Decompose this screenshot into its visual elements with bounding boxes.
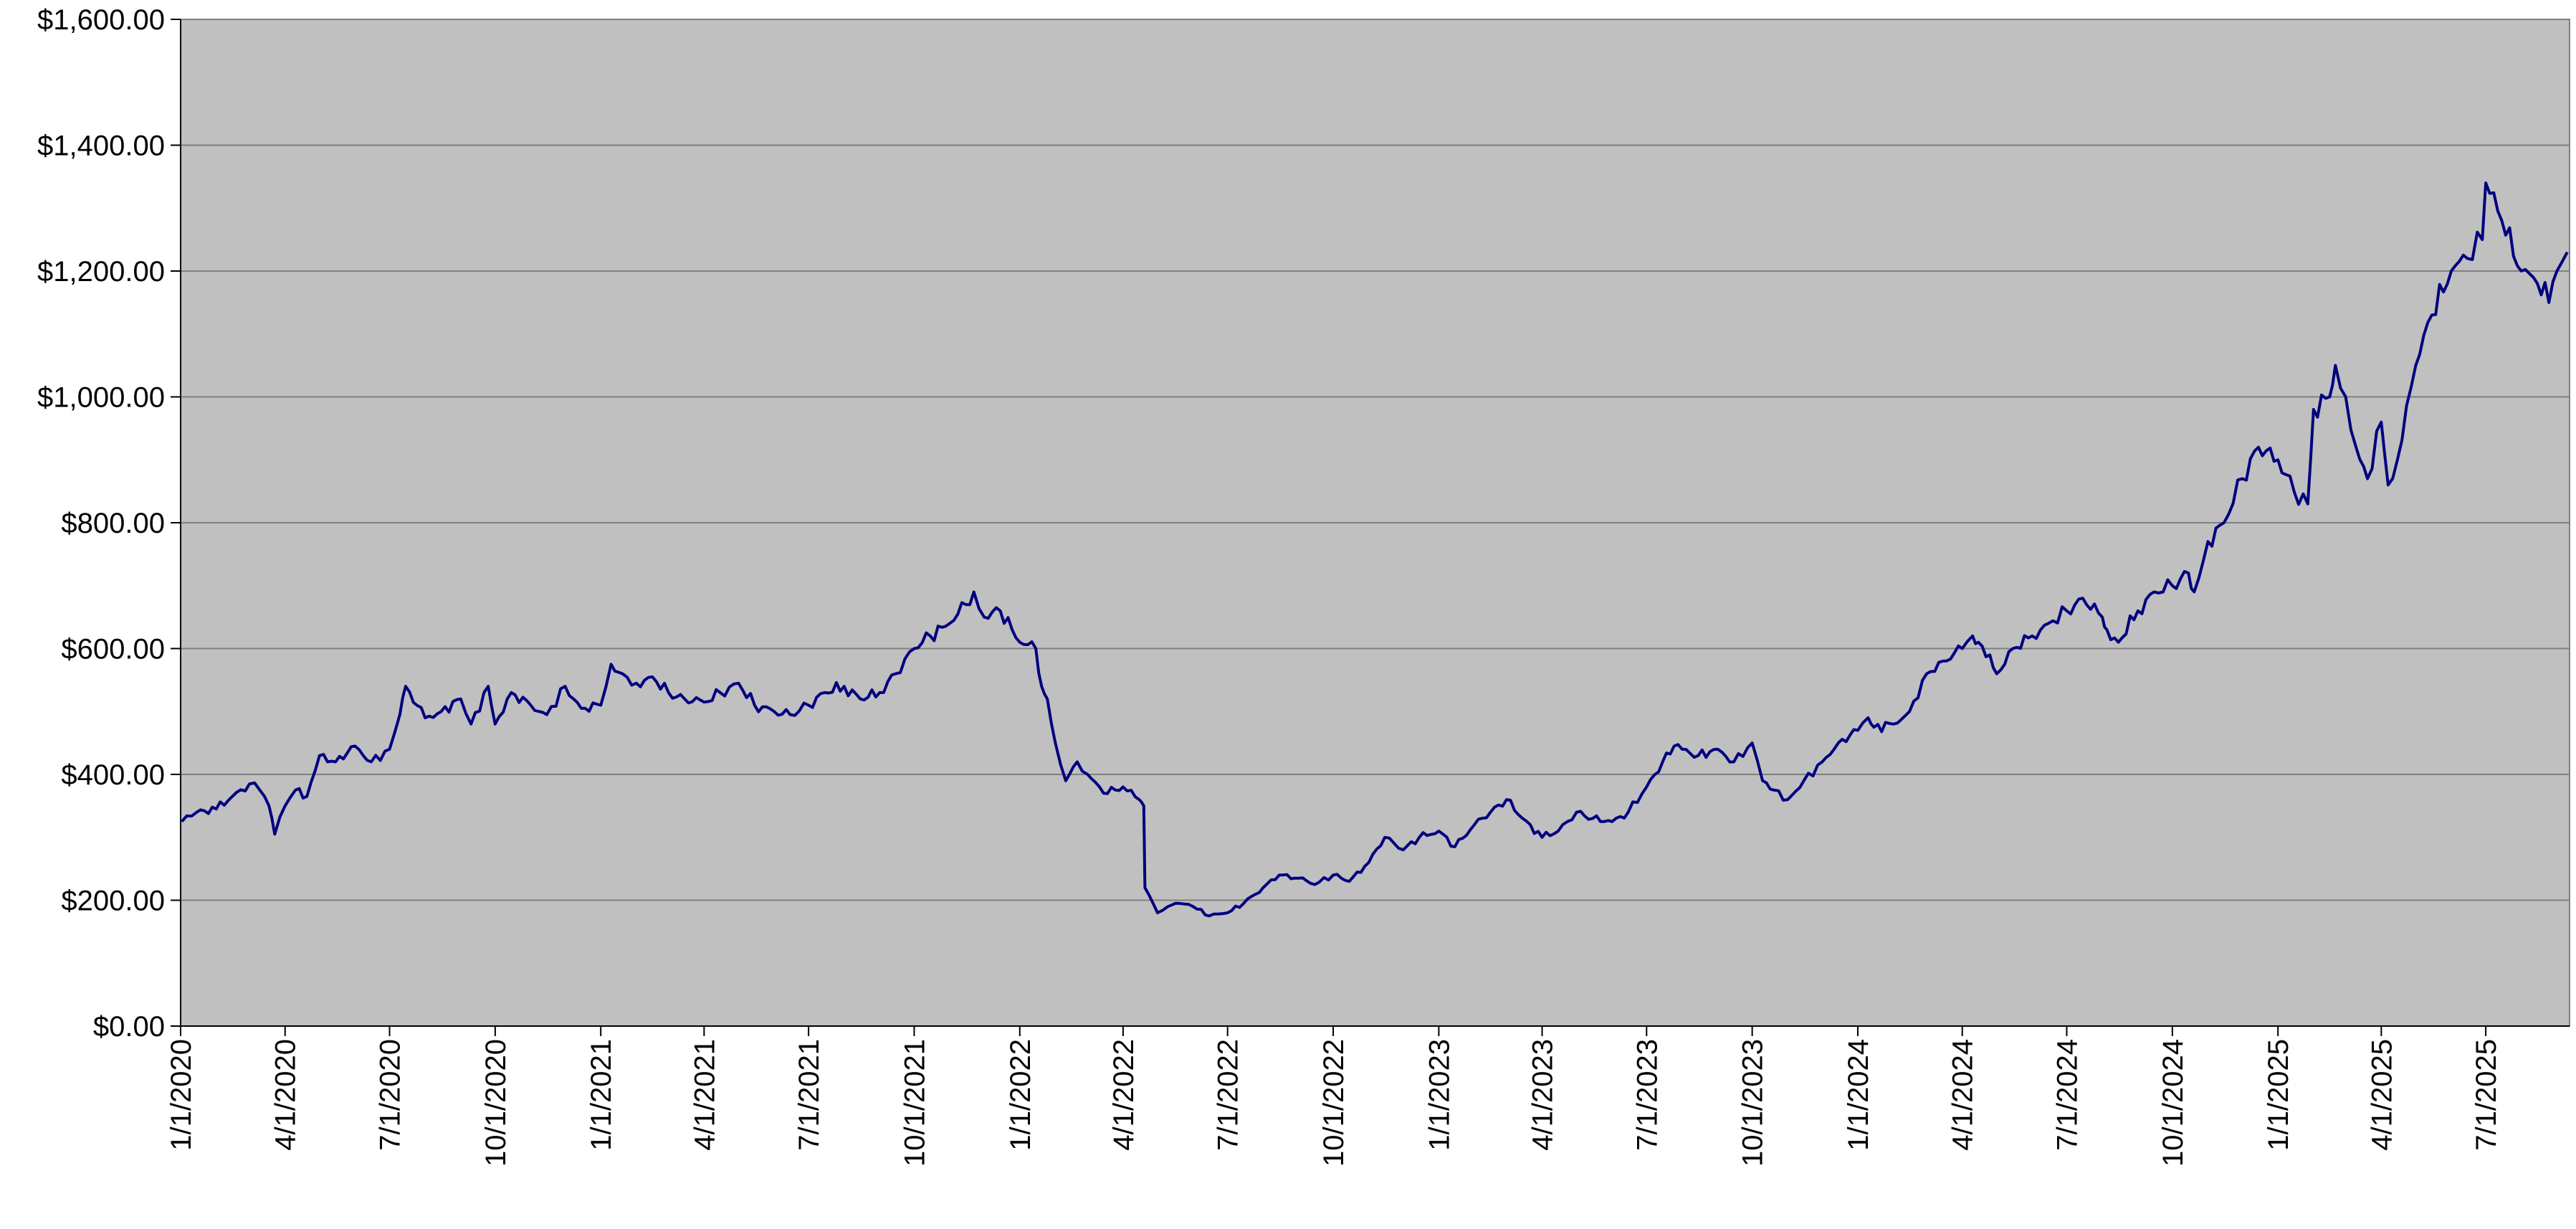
x-tick-label: 4/1/2024: [1947, 1039, 1979, 1151]
x-tick-label: 4/1/2025: [2366, 1039, 2398, 1151]
y-tick-label: $1,600.00: [37, 4, 165, 36]
x-tick-label: 7/1/2022: [1213, 1039, 1244, 1151]
x-tick-label: 10/1/2021: [899, 1039, 930, 1167]
y-axis-ticks: $0.00 $200.00 $400.00 $600.00 $800.00 $1,000.…: [37, 4, 181, 1043]
x-tick-label: 1/1/2023: [1423, 1039, 1455, 1151]
x-tick-label: 7/1/2020: [374, 1039, 406, 1151]
x-tick-label: 7/1/2025: [2471, 1039, 2502, 1151]
x-tick-label: 4/1/2023: [1527, 1039, 1559, 1151]
x-tick-label: 4/1/2022: [1108, 1039, 1140, 1151]
x-tick-label: 1/1/2021: [586, 1039, 617, 1151]
y-tick-label: $1,400.00: [37, 131, 165, 162]
x-tick-label: 1/1/2020: [166, 1039, 197, 1151]
x-tick-label: 7/1/2023: [1631, 1039, 1663, 1151]
x-tick-label: 4/1/2021: [689, 1039, 720, 1151]
y-tick-label: $600.00: [61, 634, 165, 665]
x-tick-label: 1/1/2025: [2263, 1039, 2294, 1151]
x-tick-label: 1/1/2024: [1843, 1039, 1874, 1151]
x-tick-label: 10/1/2023: [1737, 1039, 1769, 1167]
x-tick-label: 1/1/2022: [1005, 1039, 1036, 1151]
y-tick-label: $1,200.00: [37, 256, 165, 288]
x-tick-label: 10/1/2020: [480, 1039, 512, 1167]
y-tick-label: $800.00: [61, 508, 165, 539]
y-tick-label: $200.00: [61, 886, 165, 917]
x-tick-label: 10/1/2022: [1318, 1039, 1350, 1167]
x-tick-label: 4/1/2020: [270, 1039, 302, 1151]
series-line: [181, 181, 2569, 918]
y-tick-label: $400.00: [61, 759, 165, 791]
y-tick-label: $1,000.00: [37, 382, 165, 414]
x-tick-label: 7/1/2021: [793, 1039, 825, 1151]
x-tick-label: 7/1/2024: [2051, 1039, 2083, 1151]
x-axis-ticks: 1/1/2020 4/1/2020 7/1/2020 10/1/2020 1/1/202…: [166, 1026, 2502, 1167]
y-tick-label: $0.00: [93, 1011, 165, 1043]
x-tick-label: 10/1/2024: [2157, 1039, 2189, 1167]
